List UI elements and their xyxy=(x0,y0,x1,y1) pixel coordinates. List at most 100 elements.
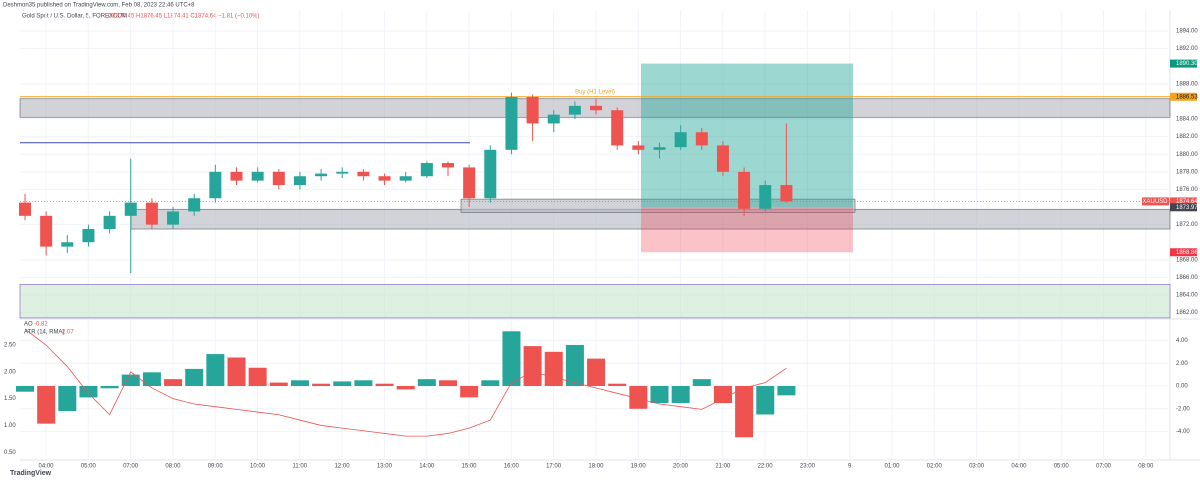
x-tick-label: 14:00 xyxy=(419,464,435,470)
candle-body xyxy=(188,198,201,212)
x-tick-label: 13:00 xyxy=(377,464,393,470)
candle-body xyxy=(315,173,328,177)
y-tick-label: 1880.00 xyxy=(1176,152,1198,158)
y-tick-label: 2.50 xyxy=(4,343,16,349)
y-tick-label: 1882.00 xyxy=(1176,134,1198,140)
ao-bar xyxy=(756,385,775,415)
candle-body xyxy=(209,171,222,199)
ao-bar xyxy=(100,385,119,389)
candle-body xyxy=(759,185,772,209)
ao-bar xyxy=(460,385,479,398)
candle-body xyxy=(632,145,645,150)
ao-bar xyxy=(671,385,690,404)
x-tick-label: 01:00 xyxy=(884,464,900,470)
ao-bar xyxy=(206,354,225,386)
publisher: Deshmon35 published on TradingView.com, … xyxy=(3,3,195,9)
ao-bar xyxy=(312,383,331,386)
ao-bar xyxy=(713,385,732,404)
candle-body xyxy=(19,202,31,216)
target-tag-label: 1890.30 xyxy=(1176,61,1198,67)
ao-bar xyxy=(650,385,669,404)
y2-tick-label: 2.00 xyxy=(1176,361,1188,367)
ao-bar xyxy=(164,379,183,386)
x-tick-label: 03:00 xyxy=(969,464,985,470)
ao-bar xyxy=(185,368,204,386)
y-tick-label: 1884.00 xyxy=(1176,117,1198,123)
x-tick-label: 16:00 xyxy=(504,464,520,470)
target-tag xyxy=(1170,59,1197,68)
ao-bar xyxy=(375,383,394,386)
ao-bar xyxy=(608,383,627,386)
candle-body xyxy=(674,132,687,148)
candle-body xyxy=(251,171,264,181)
candle-body xyxy=(399,176,412,181)
candle-body xyxy=(145,202,158,225)
candle-body xyxy=(103,215,116,230)
ao-bar xyxy=(290,380,309,386)
ohlc: O1876.45 H1876.45 L1874.41 C1874.64 −1.8… xyxy=(108,14,259,20)
x-tick-label: 05:00 xyxy=(81,464,97,470)
candle-body xyxy=(695,132,708,146)
ao-bar xyxy=(439,380,457,386)
ao-bar xyxy=(142,372,161,386)
candle-body xyxy=(272,171,285,186)
ao-bar xyxy=(16,385,34,392)
candle-body xyxy=(230,171,243,181)
x-tick-label: 17:00 xyxy=(546,464,562,470)
x-tick-label: 04:00 xyxy=(38,464,54,470)
ao-bar xyxy=(58,385,77,412)
ao-bar xyxy=(396,385,415,390)
ao-bar xyxy=(735,385,754,438)
ao-bar xyxy=(502,331,521,386)
level-tag-label: 1886.53 xyxy=(1176,94,1198,100)
candle-body xyxy=(167,211,180,225)
entry-tag xyxy=(1170,203,1197,212)
last-price-tag xyxy=(1170,197,1197,206)
candle-body xyxy=(420,163,433,177)
ao-bar xyxy=(481,380,500,386)
x-tick-label: 21:00 xyxy=(715,464,731,470)
ao-bar xyxy=(248,367,267,386)
candle-body xyxy=(653,147,666,150)
y-tick-label: 1866.00 xyxy=(1176,275,1198,281)
candle-body xyxy=(568,105,581,115)
candle-body xyxy=(82,229,95,243)
candle-body xyxy=(40,215,53,247)
y-tick-label: 1872.00 xyxy=(1176,222,1198,228)
y-tick-label: 1876.00 xyxy=(1176,187,1198,193)
legend-name: AO xyxy=(24,322,33,328)
ao-bar xyxy=(692,379,711,386)
legend-name: ATR (14, RMA) xyxy=(24,330,65,336)
y-tick-label: 2.00 xyxy=(4,369,16,375)
y2-tick-label: -2.00 xyxy=(1176,406,1190,412)
legend-value: 2.07 xyxy=(62,330,74,336)
y2-tick-label: 0.00 xyxy=(1176,384,1188,390)
zone xyxy=(460,198,856,213)
candle-body xyxy=(463,167,476,199)
x-tick-label: 12:00 xyxy=(335,464,351,470)
level-tag xyxy=(1170,92,1197,101)
symbol-tag-label: XAUUSD xyxy=(1142,199,1168,205)
ao-bar xyxy=(565,344,584,386)
x-tick-label: 09:00 xyxy=(208,464,224,470)
stop-tag-label: 1868.86 xyxy=(1176,250,1198,256)
candle-body xyxy=(293,176,306,186)
ao-bar xyxy=(777,385,796,396)
y-tick-label: 0.50 xyxy=(4,450,16,456)
ao-bar xyxy=(629,385,648,409)
candle-body xyxy=(484,149,497,199)
ao-bar xyxy=(544,351,563,386)
x-tick-label: 15:00 xyxy=(461,464,477,470)
y2-tick-label: -4.00 xyxy=(1176,429,1190,435)
x-tick-label: 18:00 xyxy=(588,464,604,470)
y-tick-label: 1892.00 xyxy=(1176,46,1198,52)
ao-bar xyxy=(354,380,373,386)
candle-body xyxy=(611,110,624,146)
x-tick-label: 08:00 xyxy=(165,464,181,470)
ao-bar xyxy=(333,381,352,386)
y-tick-label: 1878.00 xyxy=(1176,169,1198,175)
atr-line xyxy=(24,328,787,437)
x-tick-label: 20:00 xyxy=(673,464,689,470)
zone xyxy=(19,284,1171,319)
